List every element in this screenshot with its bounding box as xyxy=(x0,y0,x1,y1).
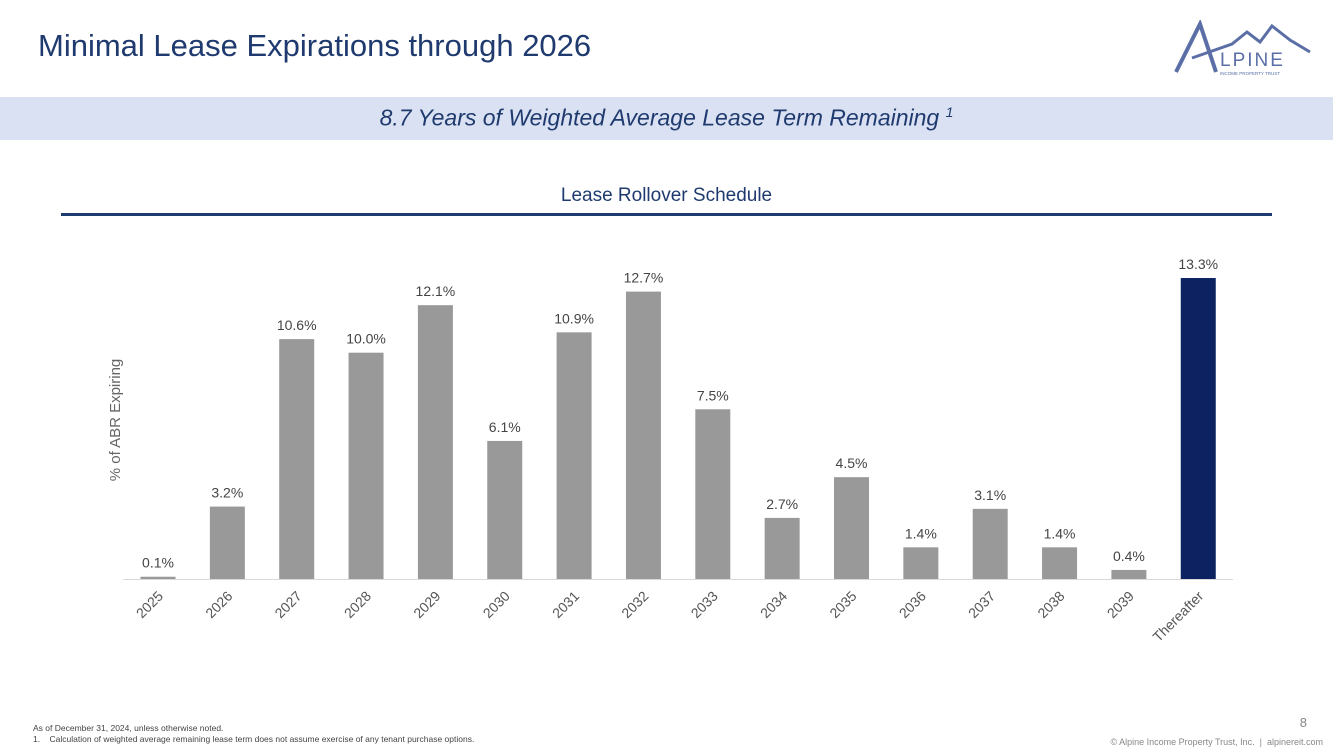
bar-2037 xyxy=(972,508,1008,579)
footnote-1: 1. Calculation of weighted average remai… xyxy=(33,734,475,744)
bar-2033 xyxy=(695,409,731,579)
svg-text:INCOME PROPERTY TRUST: INCOME PROPERTY TRUST xyxy=(1220,71,1280,76)
data-label: 6.1% xyxy=(489,419,521,435)
page-title: Minimal Lease Expirations through 2026 xyxy=(38,28,592,63)
x-tick-label: 2034 xyxy=(757,588,790,621)
data-label: 0.1% xyxy=(142,555,174,571)
x-tick-label: 2026 xyxy=(202,588,235,621)
svg-text:LPINE: LPINE xyxy=(1220,50,1285,71)
x-tick-label: 2031 xyxy=(549,588,582,621)
bar-2035 xyxy=(834,477,869,579)
x-tick-label: 2029 xyxy=(410,588,443,621)
copyright: © Alpine Income Property Trust, Inc. | a… xyxy=(1110,737,1323,747)
data-label: 13.3% xyxy=(1178,256,1218,272)
y-axis-label: % of ABR Expiring xyxy=(107,359,124,482)
x-tick-label: 2030 xyxy=(480,588,513,621)
alpine-logo: LPINE INCOME PROPERTY TRUST xyxy=(1174,20,1311,76)
data-label: 2.7% xyxy=(766,496,798,512)
data-label: 12.1% xyxy=(416,283,456,299)
as-of-note: As of December 31, 2024, unless otherwis… xyxy=(33,723,224,733)
bar-2031 xyxy=(556,332,592,579)
x-tick-label: 2039 xyxy=(1104,588,1137,621)
footnotes: As of December 31, 2024, unless otherwis… xyxy=(33,723,474,745)
data-label: 12.7% xyxy=(624,270,664,286)
bar-2028 xyxy=(348,352,384,579)
bar-2039 xyxy=(1111,569,1147,579)
banner xyxy=(0,97,1333,140)
bar-2027 xyxy=(279,339,315,579)
bar-2025 xyxy=(140,576,176,579)
chart-title: Lease Rollover Schedule xyxy=(560,185,773,206)
bar-2026 xyxy=(209,506,245,579)
x-tick-label: 2037 xyxy=(965,588,998,621)
banner-text: 8.7 Years of Weighted Average Lease Term… xyxy=(379,104,954,131)
bar-2038 xyxy=(1042,547,1078,579)
x-tick-label: 2035 xyxy=(826,588,859,621)
data-label: 10.9% xyxy=(554,310,594,326)
x-tick-label: 2027 xyxy=(271,588,304,621)
data-label: 1.4% xyxy=(905,525,937,541)
bar-2032 xyxy=(625,291,661,579)
bar-2030 xyxy=(487,440,523,579)
x-tick-label: 2025 xyxy=(133,588,166,621)
x-tick-label: 2033 xyxy=(688,588,721,621)
data-label: 7.5% xyxy=(697,387,729,403)
bar-2034 xyxy=(764,517,800,579)
bar-2029 xyxy=(417,305,453,579)
data-label: 1.4% xyxy=(1044,525,1076,541)
bar-thereafter xyxy=(1180,278,1216,579)
data-label: 10.6% xyxy=(277,317,317,333)
x-tick-label: 2032 xyxy=(618,588,651,621)
title-rule xyxy=(61,213,1272,216)
data-label: 3.2% xyxy=(211,485,243,501)
data-label: 3.1% xyxy=(974,487,1006,503)
data-label: 0.4% xyxy=(1113,548,1145,564)
x-tick-label: Thereafter xyxy=(1149,588,1206,645)
x-tick-label: 2028 xyxy=(341,588,374,621)
data-label: 4.5% xyxy=(836,455,868,471)
bar-2036 xyxy=(903,547,939,579)
data-label: 10.0% xyxy=(346,331,386,347)
page-number: 8 xyxy=(1299,715,1307,730)
x-tick-label: 2038 xyxy=(1034,588,1067,621)
x-tick-label: 2036 xyxy=(896,588,929,621)
